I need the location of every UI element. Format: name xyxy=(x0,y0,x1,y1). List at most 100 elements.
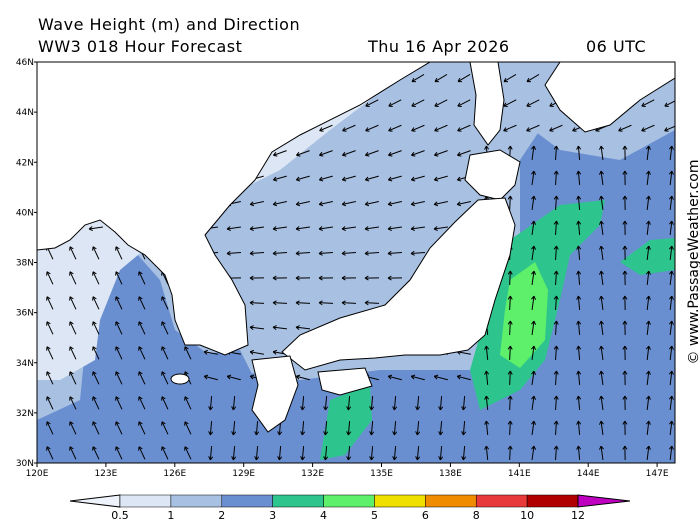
lat-label: 30N xyxy=(16,459,34,469)
arrow xyxy=(433,226,448,232)
arrow xyxy=(341,226,356,232)
arrow xyxy=(507,395,513,411)
arrow xyxy=(138,421,146,435)
arrow xyxy=(272,275,288,281)
arrow xyxy=(364,201,379,207)
arrow xyxy=(553,420,559,436)
arrow xyxy=(138,396,146,410)
arrow xyxy=(507,445,513,461)
arrow xyxy=(438,445,444,461)
arrow xyxy=(645,270,651,286)
lat-label: 42N xyxy=(16,158,34,168)
arrow xyxy=(69,271,77,285)
arrow xyxy=(531,170,536,186)
arrow xyxy=(69,371,77,385)
land-shikoku xyxy=(317,367,373,396)
arrow xyxy=(410,201,425,207)
arrow xyxy=(664,125,675,132)
arrow xyxy=(484,420,490,436)
arrow xyxy=(599,220,604,236)
arrow xyxy=(645,395,651,411)
arrow xyxy=(457,73,471,83)
arrow xyxy=(115,421,123,435)
arrow xyxy=(668,270,674,286)
arrow xyxy=(411,150,425,157)
arrow xyxy=(645,220,651,236)
arrow xyxy=(645,445,651,461)
arrow xyxy=(622,220,628,236)
arrow xyxy=(531,320,536,336)
arrow xyxy=(319,124,333,132)
arrow xyxy=(365,124,379,132)
arrow xyxy=(484,345,490,361)
time: 06 UTC xyxy=(586,37,646,56)
arrow xyxy=(249,275,265,281)
arrow xyxy=(553,395,559,411)
colorbar-label: 3 xyxy=(269,509,276,522)
arrow xyxy=(69,396,77,410)
lon-labels: 120E 123E 126E 129E 132E 135E 138E 141E 144E 147E xyxy=(26,463,669,479)
arrow xyxy=(341,275,357,281)
arrow xyxy=(507,320,513,336)
arrow xyxy=(203,349,218,355)
date: Thu 16 Apr 2026 xyxy=(367,37,510,56)
arrow xyxy=(138,271,146,285)
arrow xyxy=(576,295,582,311)
arrow xyxy=(599,270,604,286)
arrow xyxy=(46,421,54,435)
arrow xyxy=(208,395,214,411)
arrow xyxy=(92,296,100,310)
arrow xyxy=(364,226,379,232)
colorbar-swatch xyxy=(425,494,477,508)
arrow xyxy=(526,73,540,83)
arrow xyxy=(576,145,582,161)
colorbar-under xyxy=(69,494,121,508)
arrow xyxy=(531,345,536,361)
arrow xyxy=(553,220,559,236)
arrow xyxy=(576,170,582,186)
arrow xyxy=(641,99,655,107)
arrow xyxy=(599,370,604,386)
arrow xyxy=(295,175,310,182)
arrow xyxy=(576,395,582,411)
arrow xyxy=(434,73,448,83)
arrow xyxy=(300,420,306,436)
arrow xyxy=(599,170,604,186)
arrow xyxy=(369,445,375,461)
arrow xyxy=(668,420,674,436)
arrow xyxy=(318,275,334,281)
colorbar-swatch xyxy=(475,494,528,508)
arrow xyxy=(645,145,651,161)
arrow xyxy=(553,270,559,286)
arrow xyxy=(161,321,169,335)
arrow xyxy=(203,374,218,381)
arrow xyxy=(622,395,628,411)
arrow xyxy=(484,445,490,461)
arrow xyxy=(346,395,352,411)
colorbar-label: 2 xyxy=(218,509,225,522)
land-sakhalin xyxy=(469,62,505,146)
arrow xyxy=(433,201,448,207)
arrow xyxy=(668,320,674,336)
arrow xyxy=(438,395,444,411)
lat-label: 40N xyxy=(16,208,34,218)
arrow xyxy=(226,250,242,256)
arrow xyxy=(138,296,146,310)
arrow xyxy=(249,300,265,306)
arrow xyxy=(295,201,310,207)
arrow xyxy=(318,175,333,182)
arrow xyxy=(295,300,311,306)
arrow xyxy=(531,445,536,461)
arrow xyxy=(668,245,674,261)
arrow xyxy=(599,320,604,336)
lon-label: 132E xyxy=(301,469,324,479)
arrow xyxy=(438,420,444,436)
arrow xyxy=(272,300,288,306)
arrow xyxy=(231,395,237,411)
arrow xyxy=(392,445,398,461)
colorbar-label: 5 xyxy=(371,509,378,522)
colorbar-label: 12 xyxy=(571,509,585,522)
arrow xyxy=(161,346,169,360)
arrow xyxy=(553,170,559,186)
arrow xyxy=(46,346,54,360)
